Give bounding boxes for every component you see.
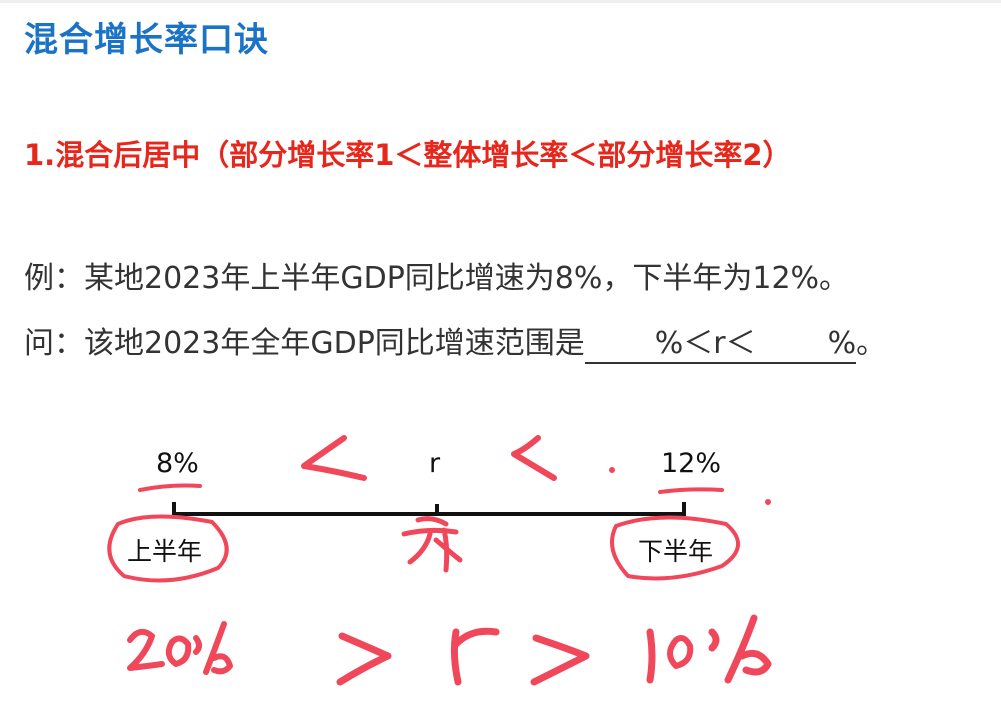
question-prefix: 问：该地2023年全年GDP同比增速范围是 bbox=[24, 326, 585, 361]
dot-mark-2 bbox=[765, 499, 771, 505]
page-title: 混合增长率口诀 bbox=[24, 20, 269, 60]
greater-than-mark-2 bbox=[530, 634, 590, 686]
circle-left-mark bbox=[107, 514, 229, 583]
example-text: 例：某地2023年上半年GDP同比增速为8%，下半年为12%。 bbox=[24, 261, 850, 296]
scribble-character-mark bbox=[401, 516, 463, 573]
answer-blank: %＜r＜% bbox=[584, 326, 857, 364]
dot-mark-1 bbox=[609, 467, 615, 473]
blank-middle-text: %＜r＜ bbox=[654, 326, 756, 361]
diagram-drawing bbox=[107, 435, 772, 686]
handwritten-r-mark bbox=[450, 627, 500, 686]
first-half-label: 上半年 bbox=[127, 537, 203, 566]
middle-r-label: r bbox=[429, 448, 441, 479]
left-percent-label: 8% bbox=[156, 448, 199, 479]
underline-right-mark bbox=[658, 487, 724, 494]
less-than-mark-2 bbox=[511, 435, 557, 481]
handwritten-20-part1 bbox=[127, 628, 165, 671]
handwritten-10-part2 bbox=[667, 635, 694, 669]
blank-end-text: % bbox=[827, 326, 857, 361]
greater-than-mark-1 bbox=[336, 632, 392, 686]
handwritten-percent-2 bbox=[708, 614, 772, 684]
question-suffix: 。 bbox=[856, 326, 887, 361]
question-text: 问：该地2023年全年GDP同比增速范围是 %＜r＜%。 bbox=[24, 318, 886, 364]
underline-left-mark bbox=[138, 483, 202, 492]
circle-right-mark bbox=[610, 515, 740, 581]
rule-subtitle: 1.混合后居中（部分增长率1＜整体增长率＜部分增长率2） bbox=[24, 138, 792, 172]
less-than-mark-1 bbox=[301, 435, 367, 481]
handwritten-20-part2 bbox=[165, 635, 192, 667]
handwriting-annotations bbox=[107, 435, 772, 686]
handwritten-10-part1 bbox=[646, 628, 656, 684]
second-half-label: 下半年 bbox=[638, 537, 714, 566]
right-percent-label: 12% bbox=[661, 448, 722, 479]
number-line bbox=[172, 502, 686, 516]
handwritten-percent-1 bbox=[193, 621, 233, 675]
number-line-diagram: 8% r 12% 上半年 下半年 bbox=[0, 420, 1001, 710]
top-divider bbox=[0, 0, 1001, 3]
